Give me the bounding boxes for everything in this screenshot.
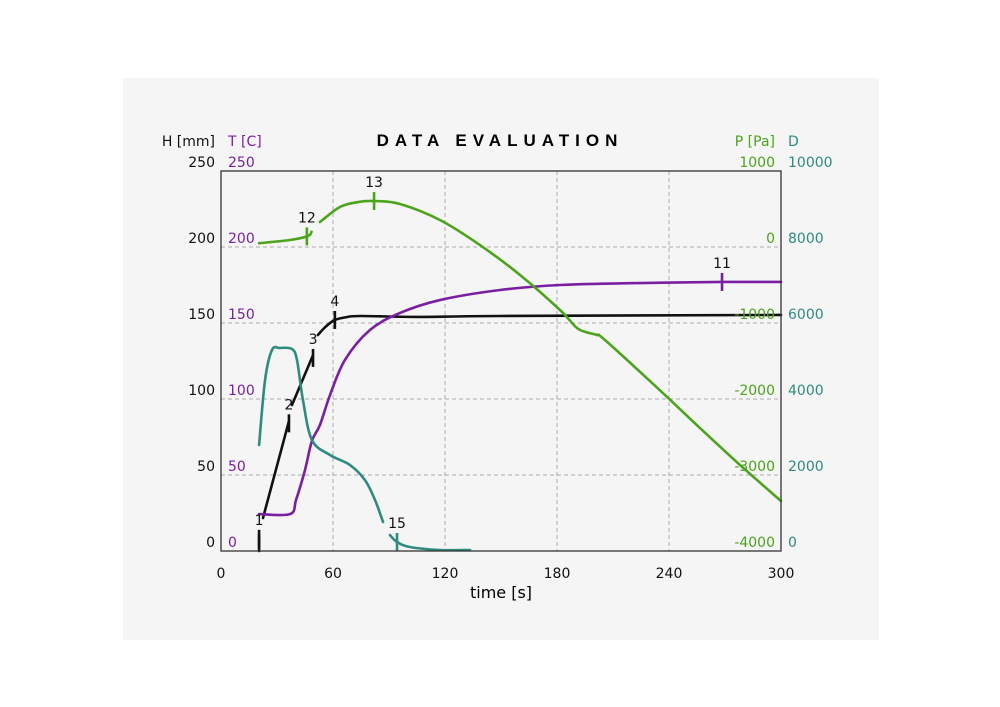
d-axis-label: D (788, 134, 799, 150)
p-tick-label: -4000 (734, 535, 775, 551)
d-tick-label: 8000 (788, 231, 824, 247)
t-tick-label: 100 (228, 383, 255, 399)
d-tick-label: 6000 (788, 307, 824, 323)
series-layer (257, 199, 783, 553)
marker-label-13: 13 (365, 175, 383, 191)
chart-title: DATA EVALUATION (377, 131, 624, 150)
x-tick-label: 0 (217, 566, 226, 582)
t-tick-label: 250 (228, 155, 255, 171)
p-tick-label: 1000 (739, 155, 775, 171)
d-tick-label: 0 (788, 535, 797, 551)
series-line-h (261, 419, 291, 520)
x-axis-label: time [s] (470, 583, 532, 602)
p-tick-label: 0 (766, 231, 775, 247)
t-tick-label: 50 (228, 459, 246, 475)
series-line-p (318, 199, 783, 503)
h-tick-label: 250 (188, 155, 215, 171)
marker-label-1: 1 (255, 513, 264, 529)
p-tick-label: -2000 (734, 383, 775, 399)
p-tick-label: -3000 (734, 459, 775, 475)
grid (221, 171, 781, 551)
series-line-t (257, 280, 783, 517)
d-tick-label: 4000 (788, 383, 824, 399)
marker-label-12: 12 (298, 210, 316, 226)
x-tick-label: 300 (768, 566, 795, 582)
t-tick-label: 150 (228, 307, 255, 323)
h-tick-label: 200 (188, 231, 215, 247)
series-line-p (257, 230, 313, 245)
marker-label-3: 3 (309, 332, 318, 348)
t-tick-label: 200 (228, 231, 255, 247)
chart-panel (123, 78, 879, 640)
marker-label-11: 11 (713, 256, 731, 272)
x-tick-label: 60 (324, 566, 342, 582)
h-tick-label: 150 (188, 307, 215, 323)
d-tick-label: 10000 (788, 155, 833, 171)
series-line-d (388, 533, 472, 552)
series-line-h (316, 313, 783, 337)
p-tick-label: -1000 (734, 307, 775, 323)
h-axis-label: H [mm] (162, 134, 215, 150)
x-tick-label: 180 (544, 566, 571, 582)
marker-label-15: 15 (388, 516, 406, 532)
h-tick-label: 50 (197, 459, 215, 475)
h-tick-label: 0 (206, 535, 215, 551)
x-tick-label: 120 (432, 566, 459, 582)
series-line-d (257, 345, 385, 524)
d-tick-label: 2000 (788, 459, 824, 475)
h-tick-label: 100 (188, 383, 215, 399)
t-axis-label: T [C] (227, 134, 262, 150)
t-tick-label: 0 (228, 535, 237, 551)
p-axis-label: P [Pa] (735, 134, 775, 150)
plot-frame (220, 170, 782, 552)
x-tick-label: 240 (656, 566, 683, 582)
marker-label-2: 2 (284, 397, 293, 413)
marker-label-4: 4 (330, 294, 339, 310)
